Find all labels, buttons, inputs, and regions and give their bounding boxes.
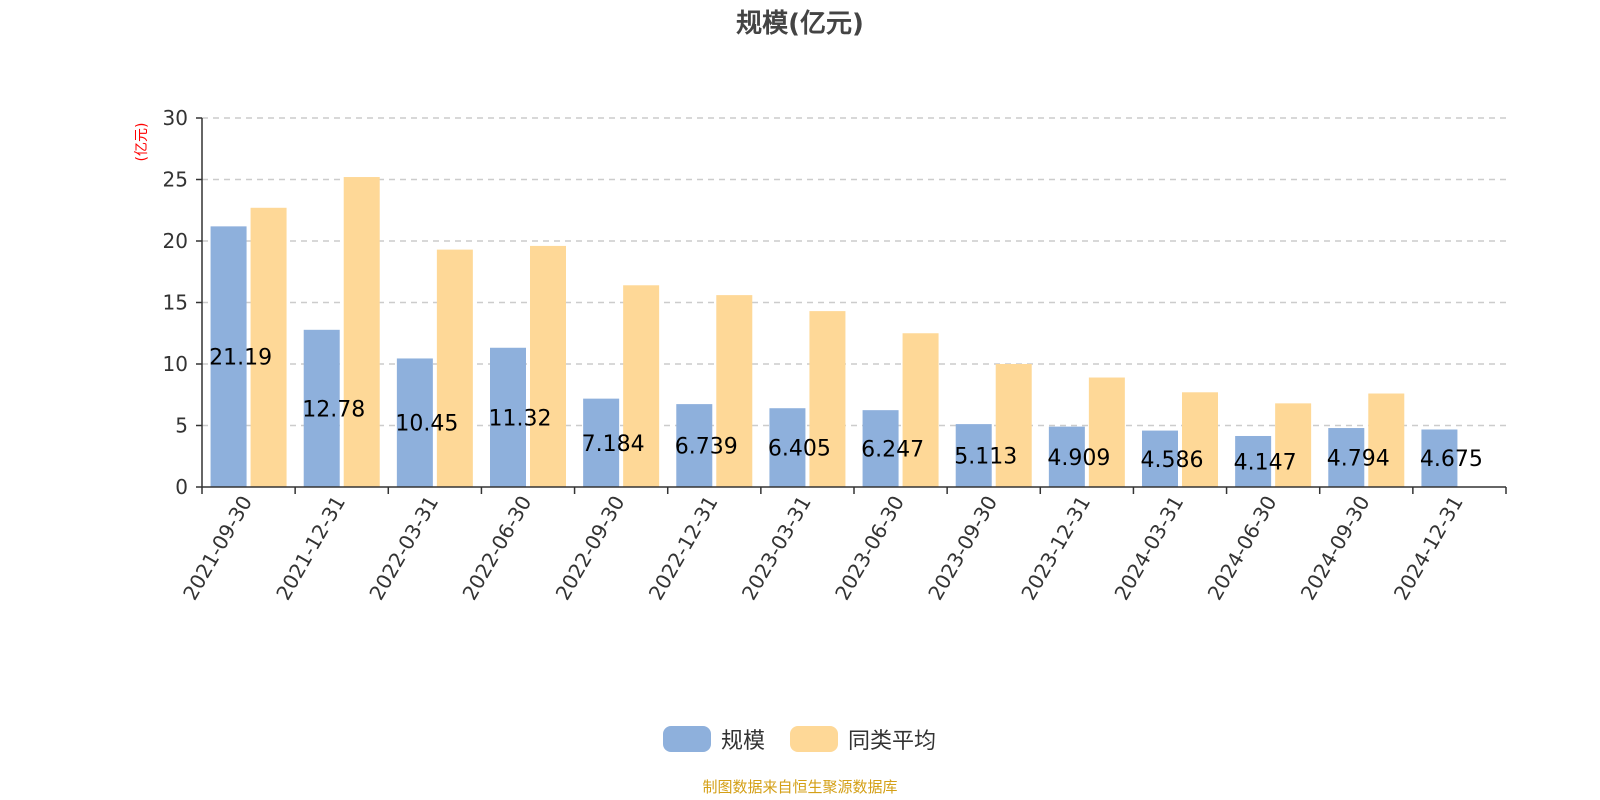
- x-tick-label: 2023-06-30: [830, 492, 909, 605]
- legend-swatch[interactable]: [790, 726, 838, 752]
- data-label: 6.247: [861, 438, 924, 463]
- bar-scale: [769, 408, 806, 487]
- bar-peer-average: [809, 311, 846, 487]
- bar-scale: [1421, 429, 1458, 487]
- x-tick-label: 2024-03-31: [1109, 492, 1188, 605]
- bar-peer-average: [250, 207, 287, 488]
- legend: 规模 同类平均: [663, 726, 936, 754]
- y-tick-label: 25: [163, 168, 188, 192]
- data-label: 10.45: [395, 412, 458, 437]
- grid-lines: [202, 117, 1506, 427]
- bar-peer-average: [902, 333, 939, 487]
- source-note: 制图数据来自恒生聚源数据库: [702, 778, 897, 796]
- bar-peer-average: [716, 295, 753, 487]
- x-tick-label: 2024-06-30: [1203, 492, 1282, 605]
- x-tick-label: 2021-09-30: [178, 492, 257, 605]
- bar-peer-average: [436, 249, 473, 487]
- y-tick-label: 10: [163, 352, 188, 376]
- chart-title: 规模(亿元): [736, 9, 864, 39]
- bar-peer-average: [530, 245, 566, 487]
- data-label: 6.739: [675, 435, 738, 460]
- bar-peer-average: [1368, 393, 1405, 487]
- legend-label[interactable]: 规模: [721, 729, 765, 754]
- x-tick-label: 2022-09-30: [551, 492, 630, 605]
- legend-label[interactable]: 同类平均: [848, 729, 936, 754]
- x-tick-label: 2024-09-30: [1296, 492, 1375, 605]
- y-tick-label: 30: [163, 106, 188, 130]
- data-labels: 21.19 12.78 10.45 11.32 7.184 6.739 6.405 6.247…: [209, 346, 1483, 476]
- bar-scale: [676, 404, 713, 487]
- x-tick-label: 2024-12-31: [1389, 492, 1468, 605]
- data-label: 5.113: [954, 445, 1017, 470]
- legend-swatch[interactable]: [663, 726, 711, 752]
- x-tick-label: 2021-12-31: [271, 492, 350, 605]
- data-label: 4.909: [1047, 446, 1110, 471]
- data-label: 7.184: [582, 432, 645, 457]
- x-tick-label: 2022-12-31: [644, 492, 723, 605]
- bar-peer-average: [995, 364, 1032, 487]
- bar-peer-average: [1275, 403, 1312, 487]
- y-tick-label: 5: [175, 414, 188, 438]
- data-label: 4.675: [1420, 447, 1483, 472]
- data-label: 11.32: [489, 406, 552, 431]
- data-label: 12.78: [302, 397, 365, 422]
- bar-scale: [396, 358, 433, 487]
- y-axis-label: (亿元): [134, 123, 150, 162]
- data-label: 4.794: [1327, 447, 1390, 472]
- bar-scale: [303, 329, 340, 487]
- bar-peer-average: [1182, 392, 1218, 487]
- data-label: 21.19: [209, 346, 272, 371]
- x-tick-label: 2022-03-31: [364, 492, 443, 605]
- x-tick-label: 2022-06-30: [457, 492, 536, 605]
- bar-scale: [1328, 428, 1365, 487]
- x-tick-label: 2023-03-31: [737, 492, 816, 605]
- bar-scale: [210, 226, 247, 487]
- bar-scale: [1235, 435, 1272, 487]
- bar-scale: [490, 347, 526, 487]
- x-tick-label: 2023-09-30: [923, 492, 1002, 605]
- data-label: 6.405: [768, 437, 831, 462]
- bar-peer-average: [623, 285, 660, 487]
- data-label: 4.147: [1234, 450, 1297, 475]
- bar-peer-average: [343, 177, 380, 488]
- bar-scale: [1048, 426, 1085, 487]
- x-tick-label: 2023-12-31: [1016, 492, 1095, 605]
- bar-scale: [955, 424, 992, 487]
- bar-scale: [1142, 430, 1178, 487]
- bar-scale: [862, 410, 899, 487]
- bars: [210, 177, 1458, 488]
- data-label: 4.586: [1141, 448, 1204, 473]
- y-tick-label: 15: [163, 291, 188, 315]
- bar-peer-average: [1088, 377, 1125, 487]
- bar-scale: [583, 398, 620, 487]
- y-tick-label: 20: [163, 229, 188, 253]
- y-tick-label: 0: [175, 475, 188, 499]
